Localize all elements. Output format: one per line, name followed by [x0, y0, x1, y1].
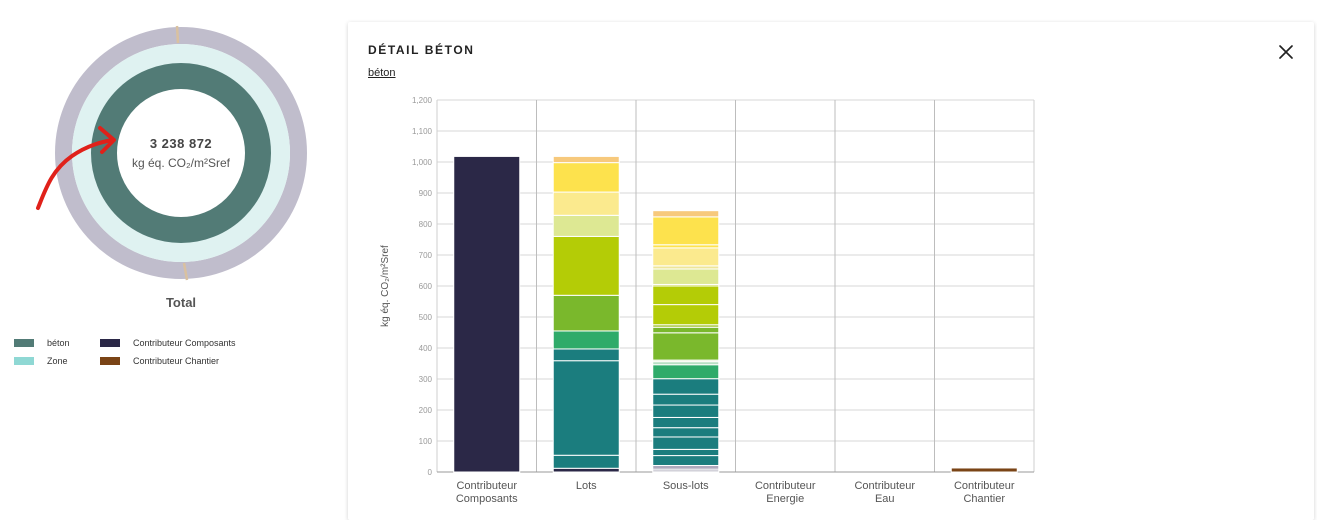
- y-axis-label: kg éq. CO₂/m²Sref: [380, 245, 391, 327]
- bar-segment[interactable]: [652, 464, 720, 470]
- bar-segment[interactable]: [652, 436, 720, 450]
- donut-middle-ring: [72, 44, 290, 262]
- bar-segment[interactable]: [950, 467, 1018, 473]
- y-tick-label: 1,100: [412, 127, 433, 136]
- bar-segment[interactable]: [652, 448, 720, 457]
- bar-segment[interactable]: [652, 378, 720, 395]
- bar-segment[interactable]: [652, 326, 720, 334]
- legend-item-zone: Zone: [14, 356, 68, 366]
- y-tick-label: 500: [419, 313, 433, 322]
- bar-segment[interactable]: [652, 427, 720, 438]
- x-tick-label: Contributeur Composants: [456, 480, 518, 505]
- panel-title: DÉTAIL BÉTON: [368, 43, 475, 57]
- legend-label: Zone: [47, 356, 68, 366]
- bar-segment[interactable]: [552, 235, 620, 296]
- legend-label: Contributeur Composants: [133, 338, 236, 348]
- y-tick-label: 700: [419, 251, 433, 260]
- annotation-arrow-icon: [36, 126, 116, 210]
- bar-segment[interactable]: [552, 467, 620, 473]
- y-tick-label: 600: [419, 282, 433, 291]
- y-tick-label: 400: [419, 344, 433, 353]
- legend-item-contributeur-chantier: Contributeur Chantier: [100, 356, 219, 366]
- legend-label: béton: [47, 338, 70, 348]
- legend-label: Contributeur Chantier: [133, 356, 220, 366]
- y-tick-label: 300: [419, 375, 433, 384]
- x-tick-label: Contributeur Eau: [854, 480, 915, 505]
- bar-segment[interactable]: [652, 210, 720, 218]
- stacked-bar-chart: 0 100 200 300 400 500 600 700 800 900 1,000 1,100 1,…: [380, 96, 1035, 505]
- donut-chart: 3 238 872 kg éq. CO₂/m²Sref: [50, 22, 312, 284]
- y-tick-label: 1,000: [412, 158, 433, 167]
- donut-unit-label: kg éq. CO₂/m²Sref: [131, 156, 230, 170]
- bar-segment[interactable]: [552, 162, 620, 193]
- legend-item-beton: béton: [14, 338, 70, 348]
- bar-segment[interactable]: [552, 330, 620, 350]
- bar-segment[interactable]: [652, 247, 720, 267]
- y-tick-label: 900: [419, 189, 433, 198]
- bar-segment[interactable]: [552, 360, 620, 456]
- bar-segment[interactable]: [652, 416, 720, 429]
- close-icon[interactable]: [1278, 44, 1294, 60]
- bar-segment[interactable]: [552, 348, 620, 362]
- bar-segment[interactable]: [552, 454, 620, 469]
- donut-total-value: 3 238 872: [149, 136, 213, 151]
- bar-segment[interactable]: [652, 455, 720, 466]
- donut-slice-separator: [175, 25, 180, 44]
- donut-slice-separator: [182, 262, 189, 281]
- donut-caption: Total: [165, 295, 197, 310]
- legend-swatch: [14, 357, 34, 365]
- x-tick-label: Contributeur Chantier: [954, 480, 1015, 505]
- bar-segment[interactable]: [652, 285, 720, 306]
- y-tick-label: 100: [419, 437, 433, 446]
- bar-segment[interactable]: [652, 268, 720, 285]
- donut-center: 3 238 872 kg éq. CO₂/m²Sref: [50, 22, 312, 284]
- bar-segment[interactable]: [552, 214, 620, 237]
- detail-panel: DÉTAIL BÉTON béton 0 100 200 300 400 500 600 70…: [348, 22, 1314, 520]
- bar-segment[interactable]: [453, 155, 521, 473]
- y-tick-label: 1,200: [412, 96, 433, 105]
- bar-segment[interactable]: [652, 404, 720, 418]
- x-tick-label: Lots: [576, 480, 597, 492]
- y-tick-label: 0: [428, 468, 433, 477]
- legend-swatch: [14, 339, 34, 347]
- donut-inner-ring: [91, 63, 271, 243]
- y-tick-label: 800: [419, 220, 433, 229]
- x-tick-label: Contributeur Energie: [755, 480, 816, 505]
- donut-rings: [55, 25, 307, 281]
- legend-swatch: [100, 339, 120, 347]
- bar-segment[interactable]: [652, 216, 720, 246]
- legend-item-contributeur-composants: Contributeur Composants: [100, 338, 236, 348]
- x-tick-label: Sous-lots: [663, 480, 709, 492]
- bar-segment[interactable]: [552, 294, 620, 332]
- bar-segment[interactable]: [552, 191, 620, 216]
- legend-swatch: [100, 357, 120, 365]
- bar-segment[interactable]: [652, 393, 720, 406]
- donut-outer-ring: [55, 27, 307, 279]
- y-tick-label: 200: [419, 406, 433, 415]
- panel-link[interactable]: béton: [368, 67, 396, 79]
- bar-segment[interactable]: [652, 364, 720, 380]
- bar-segment[interactable]: [652, 304, 720, 326]
- bar-segment[interactable]: [652, 332, 720, 361]
- bar-segment[interactable]: [552, 155, 620, 164]
